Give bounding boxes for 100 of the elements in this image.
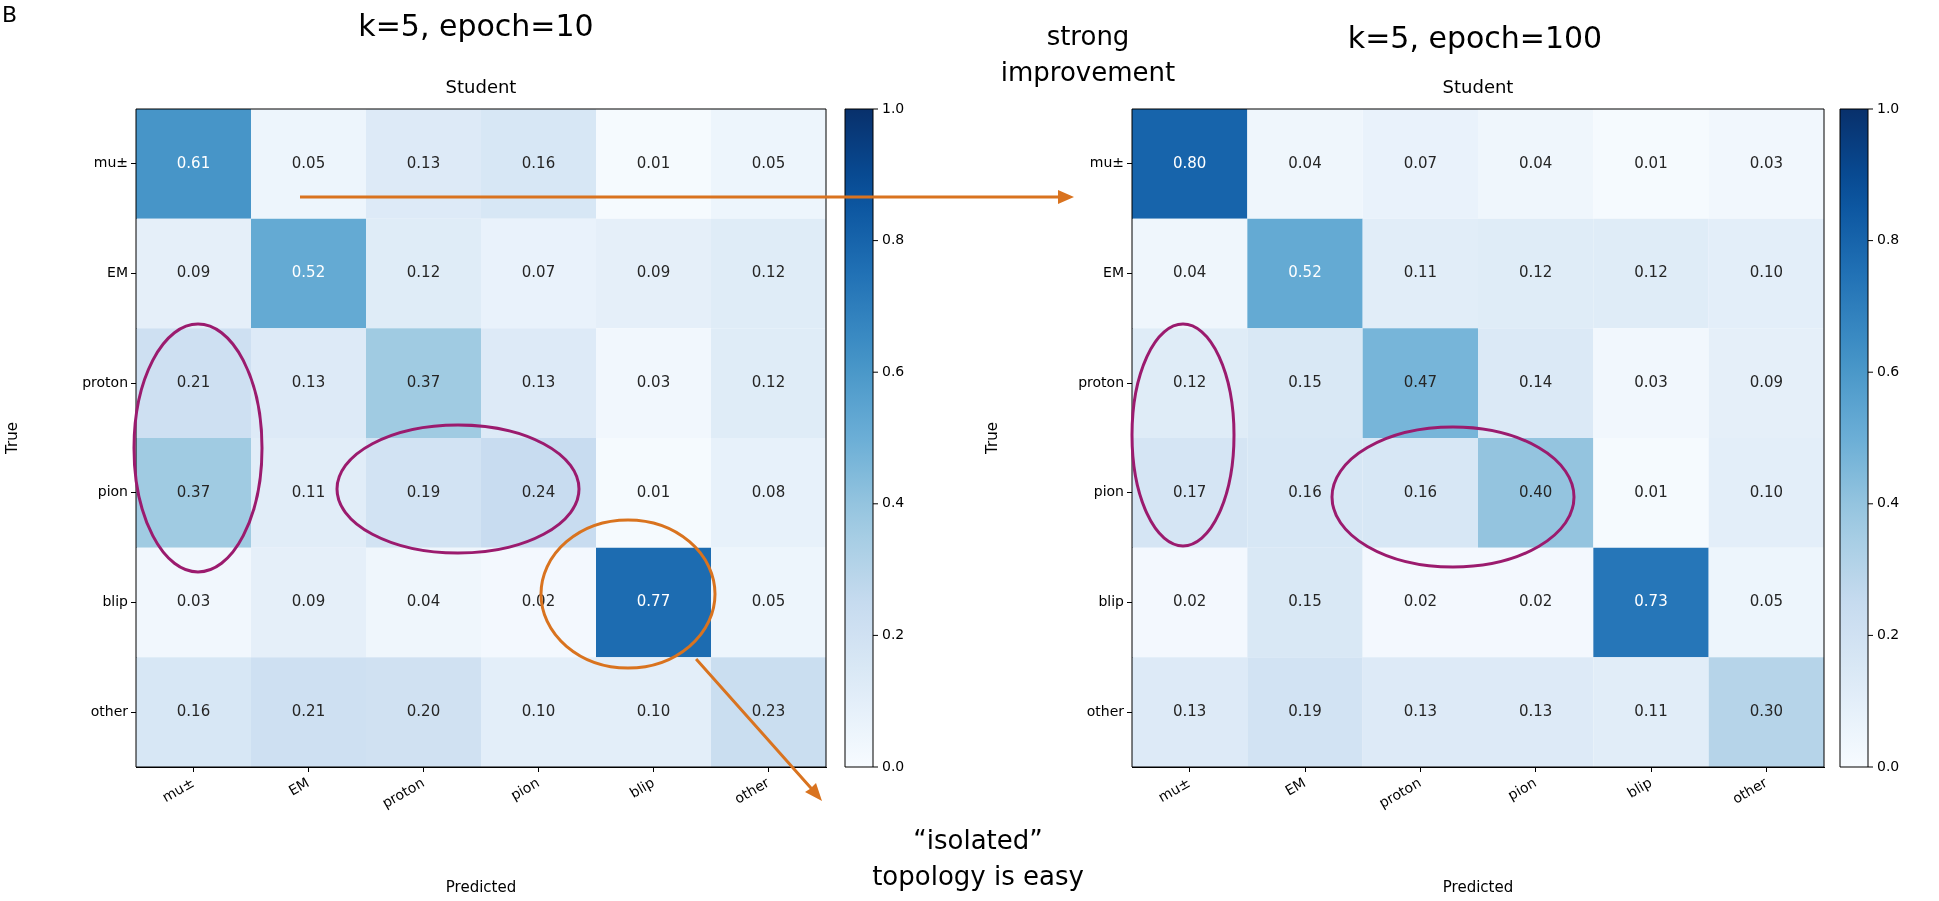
data-label: 0.13 xyxy=(291,373,326,392)
y-tick-label: proton xyxy=(82,373,128,390)
data-label: 0.12 xyxy=(406,263,441,282)
data-label: 0.10 xyxy=(521,702,556,721)
x-axis-title: Predicted xyxy=(445,877,517,896)
data-label: 0.40 xyxy=(1518,482,1553,501)
data-label: 0.04 xyxy=(1172,263,1207,282)
chart-subtitle: Student xyxy=(445,76,517,97)
data-label: 0.12 xyxy=(751,263,786,282)
color-bar-label: 0.2 xyxy=(882,626,905,643)
data-label: 0.04 xyxy=(1518,153,1553,172)
y-tick-label: pion xyxy=(1093,483,1124,500)
data-label: 0.13 xyxy=(1172,702,1207,721)
x-tick-label: EM xyxy=(285,774,312,799)
data-label: 0.02 xyxy=(1518,592,1553,611)
data-label: 0.77 xyxy=(636,592,671,611)
color-bar-label: 0.0 xyxy=(1877,757,1900,774)
data-label: 0.05 xyxy=(751,153,786,172)
data-label: 0.17 xyxy=(1172,482,1207,501)
data-label: 0.07 xyxy=(1403,153,1438,172)
x-tick-label: blip xyxy=(626,774,657,801)
x-tick-label: pion xyxy=(1504,774,1539,804)
y-tick-label: blip xyxy=(102,593,129,610)
data-label: 0.23 xyxy=(751,702,786,721)
x-tick-label: EM xyxy=(1282,774,1309,799)
data-label: 0.16 xyxy=(1403,482,1438,501)
data-label: 0.12 xyxy=(1172,373,1207,392)
data-label: 0.20 xyxy=(406,702,441,721)
data-label: 0.19 xyxy=(1288,702,1322,721)
color-bar-label: 0.6 xyxy=(1877,362,1900,379)
text: “isolated” topology is easy xyxy=(871,824,1085,893)
data-label: 0.07 xyxy=(521,263,556,282)
x-tick-label: mu± xyxy=(159,774,197,806)
data-label: 0.14 xyxy=(1518,373,1553,392)
data-label: 0.11 xyxy=(1403,263,1438,282)
data-label: 0.80 xyxy=(1172,153,1207,172)
y-tick-label: EM xyxy=(1103,264,1124,281)
data-label: 0.13 xyxy=(1518,702,1553,721)
data-label: 0.21 xyxy=(291,702,326,721)
color-bar-label: 0.8 xyxy=(882,231,905,248)
data-label: 0.09 xyxy=(1749,373,1784,392)
y-tick-label: proton xyxy=(1078,373,1124,390)
text: B xyxy=(2,2,18,27)
data-label: 0.05 xyxy=(1749,592,1784,611)
data-label: 0.04 xyxy=(406,592,441,611)
data-label: 0.12 xyxy=(1634,263,1668,282)
x-axis-title: Predicted xyxy=(1442,877,1514,896)
data-label: 0.16 xyxy=(1288,482,1322,501)
data-label: 0.61 xyxy=(176,153,211,172)
y-tick-label: EM xyxy=(107,264,128,281)
data-label: 0.10 xyxy=(1749,263,1784,282)
color-bar-label: 1.0 xyxy=(882,99,905,116)
data-label: 0.13 xyxy=(1403,702,1438,721)
color-bar-label: 0.6 xyxy=(882,362,905,379)
color-bar-label: 1.0 xyxy=(1877,99,1900,116)
data-label: 0.05 xyxy=(751,592,786,611)
x-tick-label: mu± xyxy=(1155,774,1193,806)
data-label: 0.03 xyxy=(1634,373,1668,392)
data-label: 0.47 xyxy=(1403,373,1438,392)
data-label: 0.52 xyxy=(1288,263,1322,282)
data-label: 0.15 xyxy=(1288,373,1322,392)
x-tick-label: blip xyxy=(1624,774,1655,801)
data-label: 0.03 xyxy=(1749,153,1784,172)
data-label: 0.04 xyxy=(1288,153,1322,172)
y-tick-label: other xyxy=(1086,702,1125,719)
data-label: 0.11 xyxy=(1634,702,1668,721)
data-label: 0.13 xyxy=(406,153,441,172)
data-label: 0.01 xyxy=(636,482,671,501)
data-label: 0.73 xyxy=(1634,592,1668,611)
color-bar-label: 0.2 xyxy=(1877,626,1900,643)
data-label: 0.03 xyxy=(636,373,671,392)
chart-subtitle: Student xyxy=(1442,76,1514,97)
data-label: 0.13 xyxy=(521,373,556,392)
color-bar-label: 0.0 xyxy=(882,757,905,774)
y-tick-label: blip xyxy=(1098,593,1125,610)
data-label: 0.10 xyxy=(1749,482,1784,501)
data-label: 0.01 xyxy=(636,153,671,172)
data-label: 0.15 xyxy=(1288,592,1322,611)
data-label: 0.21 xyxy=(176,373,211,392)
data-label: 0.02 xyxy=(1172,592,1207,611)
data-label: 0.09 xyxy=(176,263,211,282)
data-label: 0.11 xyxy=(291,482,326,501)
chart-title: k=5, epoch=100 xyxy=(1347,20,1603,55)
data-label: 0.30 xyxy=(1749,702,1784,721)
y-tick-label: pion xyxy=(97,483,128,500)
color-bar-label: 0.4 xyxy=(1877,494,1900,511)
x-tick-label: pion xyxy=(507,774,542,804)
data-label: 0.09 xyxy=(291,592,326,611)
text: strong improvement xyxy=(999,20,1177,89)
data-label: 0.52 xyxy=(291,263,326,282)
data-label: 0.12 xyxy=(751,373,786,392)
data-label: 0.12 xyxy=(1518,263,1553,282)
data-label: 0.24 xyxy=(521,482,556,501)
data-label: 0.16 xyxy=(521,153,556,172)
y-axis-title: True xyxy=(982,422,1001,455)
data-label: 0.09 xyxy=(636,263,671,282)
data-label: 0.08 xyxy=(751,482,786,501)
y-tick-label: mu± xyxy=(93,154,128,171)
chart-title: k=5, epoch=10 xyxy=(358,8,594,43)
data-label: 0.03 xyxy=(176,592,211,611)
